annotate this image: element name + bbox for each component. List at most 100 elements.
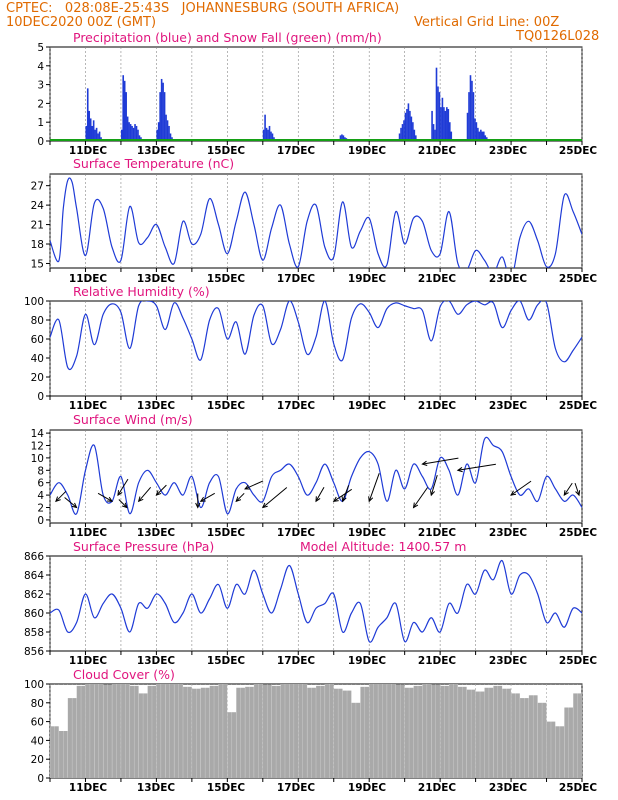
precip-bar xyxy=(98,131,101,141)
wind-arrow-head xyxy=(137,496,144,503)
precip-bar xyxy=(159,92,161,141)
wind-arrow-head xyxy=(107,496,114,502)
precip-bar xyxy=(267,129,269,141)
precip-bar xyxy=(466,112,469,141)
precip-bar xyxy=(477,127,479,141)
wind-arrow xyxy=(97,492,113,502)
precip-bar xyxy=(268,125,271,141)
ytick-label: 80 xyxy=(31,315,44,327)
plot-area xyxy=(50,301,582,371)
precip-bar xyxy=(403,120,405,141)
xtick-label: 13DEC xyxy=(137,655,176,667)
precip-bar xyxy=(126,116,129,141)
xtick-label: 11DEC xyxy=(69,655,108,667)
series-line xyxy=(50,436,582,515)
plot-frame xyxy=(49,555,583,652)
xtick-label: 15DEC xyxy=(207,655,246,667)
precip-bar xyxy=(434,129,436,141)
xtick-label: 19DEC xyxy=(348,145,387,157)
xtick-label: 17DEC xyxy=(277,782,316,794)
precip-bar xyxy=(475,122,478,141)
series-line xyxy=(50,177,582,268)
precip-bar xyxy=(450,131,453,141)
xtick-label: 15DEC xyxy=(207,782,246,794)
precip-bar xyxy=(478,131,481,141)
xtick-label: 21DEC xyxy=(418,655,457,667)
ytick-label: 10 xyxy=(31,453,44,465)
xtick-label: 17DEC xyxy=(277,400,316,412)
xtick-label: 11DEC xyxy=(69,782,108,794)
ytick-label: 860 xyxy=(24,608,44,620)
xtick-label: 11DEC xyxy=(69,527,108,539)
wind-arrow-head xyxy=(368,496,374,503)
xtick-label: 11DEC xyxy=(69,273,108,285)
xtick-label: 25DEC xyxy=(559,527,598,539)
ytick-label: 18 xyxy=(31,239,44,251)
wind-arrow-head xyxy=(55,496,61,503)
xtick-label: 13DEC xyxy=(137,273,176,285)
ytick-label: 2 xyxy=(37,503,44,515)
wind-arrow-head xyxy=(421,460,428,466)
wind-arrow xyxy=(200,492,215,502)
wind-arrow xyxy=(315,487,325,502)
wind-arrow xyxy=(457,463,496,471)
ytick-label: 100 xyxy=(24,679,44,691)
wind-arrow xyxy=(262,487,288,508)
wind-arrow-head xyxy=(261,502,268,509)
precip-bar xyxy=(95,127,98,141)
precip-bar xyxy=(271,133,274,141)
precip-bar xyxy=(342,135,345,141)
ytick-label: 4 xyxy=(37,61,44,73)
precip-bar xyxy=(123,80,126,141)
plot-area xyxy=(50,177,582,268)
precip-bar xyxy=(134,124,136,141)
wind-arrow-head xyxy=(315,496,321,503)
precip-bar xyxy=(412,122,414,141)
xtick-label: 21DEC xyxy=(418,145,457,157)
series-line xyxy=(50,560,582,643)
plot-frame xyxy=(49,429,583,524)
panel-title: Relative Humidity (%) xyxy=(73,284,210,299)
xtick-label: 23DEC xyxy=(489,145,528,157)
precip-bar xyxy=(398,133,401,141)
wind-arrow xyxy=(510,480,532,496)
ytick-label: 80 xyxy=(31,698,44,710)
wind-arrow xyxy=(563,482,573,496)
precip-bar xyxy=(131,125,133,141)
wind-arrow-head xyxy=(456,467,463,473)
wind-arrow xyxy=(413,487,428,508)
xtick-label: 13DEC xyxy=(137,782,176,794)
precip-bar xyxy=(137,129,139,141)
header-model-code: TQ0126L028 xyxy=(516,29,600,44)
precip-bar xyxy=(484,135,487,141)
xtick-label: 23DEC xyxy=(489,527,528,539)
wind-arrow xyxy=(574,482,580,496)
precip-bar xyxy=(94,129,96,141)
panel-5: 856 858 860 862 864 866 11DEC 13DEC 15DEC 17DEC 19… xyxy=(24,539,597,667)
precip-bar xyxy=(410,116,413,141)
xtick-label: 25DEC xyxy=(559,273,598,285)
wind-arrow xyxy=(342,485,350,502)
precip-bar xyxy=(440,107,442,141)
ytick-label: 12 xyxy=(31,441,44,453)
xtick-label: 11DEC xyxy=(69,400,108,412)
precip-bar xyxy=(265,127,268,141)
xtick-label: 19DEC xyxy=(348,527,387,539)
header-grid-line: Vertical Grid Line: 00Z xyxy=(414,15,560,30)
precip-bar xyxy=(438,92,441,141)
wind-arrow xyxy=(235,492,245,502)
header-line1: CPTEC: 028:08E-25:43S JOHANNESBURG (SOUT… xyxy=(6,1,400,16)
wind-arrow-head xyxy=(412,502,419,509)
ytick-label: 856 xyxy=(24,646,44,658)
wind-arrow xyxy=(118,499,128,508)
ytick-label: 24 xyxy=(31,200,45,212)
xtick-label: 21DEC xyxy=(418,527,457,539)
precip-bar xyxy=(341,134,343,141)
precip-bar xyxy=(132,127,135,141)
wind-arrow-head xyxy=(117,490,123,497)
xtick-label: 23DEC xyxy=(489,655,528,667)
precip-bar xyxy=(406,109,408,141)
precip-bar xyxy=(166,120,169,141)
precip-bar xyxy=(447,109,450,141)
xtick-label: 21DEC xyxy=(418,273,457,285)
